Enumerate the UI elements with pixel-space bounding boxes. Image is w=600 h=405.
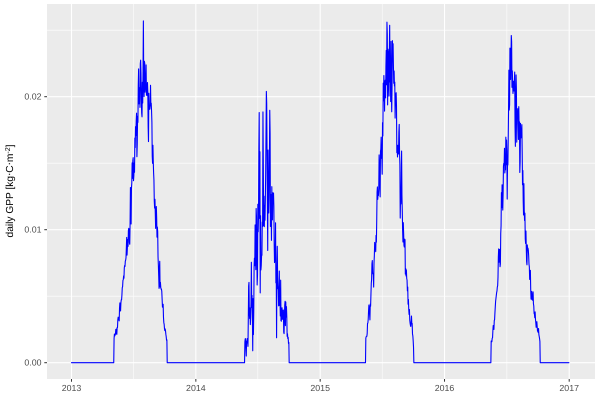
svg-text:2013: 2013 xyxy=(62,383,82,393)
svg-text:2017: 2017 xyxy=(559,383,579,393)
svg-text:2014: 2014 xyxy=(186,383,206,393)
svg-text:2016: 2016 xyxy=(435,383,455,393)
svg-text:daily GPP [kg⋅C⋅m-2]: daily GPP [kg⋅C⋅m-2] xyxy=(5,144,17,237)
svg-text:0.01: 0.01 xyxy=(24,225,41,235)
svg-text:0.00: 0.00 xyxy=(24,358,41,368)
svg-text:2015: 2015 xyxy=(310,383,330,393)
svg-text:0.02: 0.02 xyxy=(24,92,41,102)
